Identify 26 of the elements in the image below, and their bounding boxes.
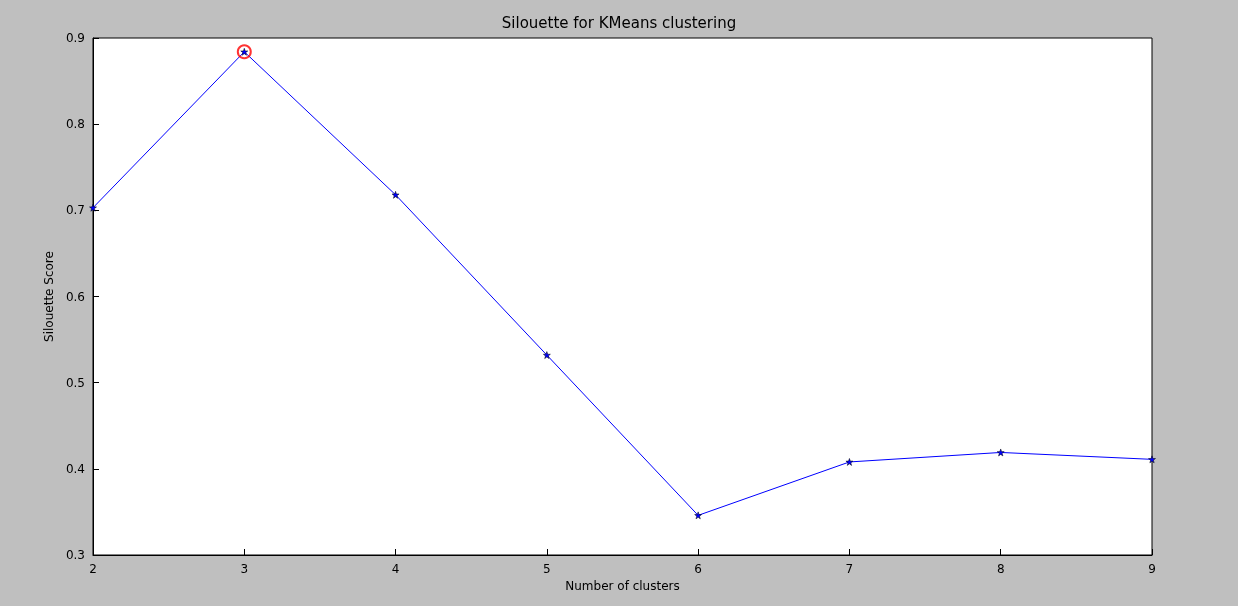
y-axis-title: Silouette Score xyxy=(42,251,56,342)
x-tick-label: 8 xyxy=(996,562,1005,576)
point xyxy=(391,191,400,199)
y-tick-label: 0.7 xyxy=(65,203,85,218)
y-tick-label: 0.9 xyxy=(65,31,85,45)
point xyxy=(543,351,551,359)
x-tick-label: 2 xyxy=(89,562,97,576)
point xyxy=(236,44,252,60)
point xyxy=(845,458,854,466)
y-tick-label: 0.8 xyxy=(65,117,85,132)
x-tick-label: 9 xyxy=(1148,562,1156,576)
x-tick-label: 5 xyxy=(543,562,551,576)
point xyxy=(694,511,702,520)
x-tick-label: 7 xyxy=(845,562,854,576)
chart-title: Silouette for KMeans clustering xyxy=(501,13,737,32)
x-tick-label: 6 xyxy=(694,562,702,576)
point xyxy=(1148,455,1156,464)
y-tick-label: 0.6 xyxy=(65,289,85,304)
point xyxy=(89,204,97,212)
x-axis-title: Number of clusters xyxy=(565,578,680,593)
y-tick-label: 0.3 xyxy=(65,548,85,562)
y-tick-label: 0.4 xyxy=(65,461,85,476)
x-tick-label: 4 xyxy=(391,562,400,576)
x-tick-label: 3 xyxy=(240,562,249,576)
point xyxy=(996,448,1005,457)
y-tick-label: 0.5 xyxy=(65,375,85,390)
